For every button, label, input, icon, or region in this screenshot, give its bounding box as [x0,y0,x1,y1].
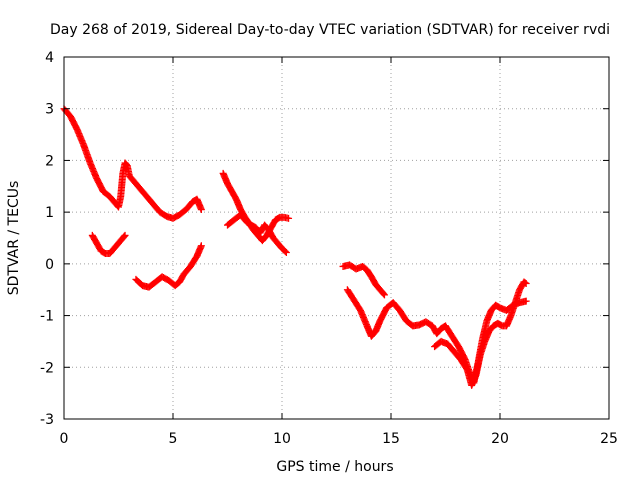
y-tick-label: 0 [45,257,54,273]
data-segment-5 [224,211,290,256]
y-tick-label: 3 [45,102,54,118]
data-segment-7 [343,286,530,387]
y-tick-label: -2 [40,360,54,376]
data-point [380,290,388,298]
x-tick-label: 10 [273,431,291,447]
data-point [285,214,293,222]
x-tick-label: 25 [600,431,618,447]
axis-ticks: 0 5 10 15 20 25 -3 -2 -1 0 1 2 3 4 [40,50,618,447]
y-tick-label: -1 [40,309,54,325]
y-tick-label: 4 [45,50,54,66]
data-point [281,247,289,255]
data-segment-3 [132,242,205,291]
y-tick-label: 1 [45,205,54,221]
data-point [197,242,205,250]
x-tick-label: 5 [169,431,178,447]
plot-frame [63,56,610,420]
data-point [121,231,129,239]
data-point [522,297,530,305]
x-tick-label: 15 [382,431,400,447]
data-segment-2 [88,231,129,258]
x-tick-label: 20 [491,431,509,447]
y-tick-label: -3 [40,412,54,428]
data-segment-6 [339,261,388,299]
data-series [60,105,530,389]
data-segment-1 [60,105,205,222]
data-point [282,248,290,256]
data-point [522,280,530,288]
x-axis-label: GPS time / hours [276,459,393,475]
data-segment-4 [219,169,293,245]
data-point [521,279,529,287]
data-point [197,206,205,214]
data-point [120,232,128,240]
data-point [380,291,388,299]
y-tick-label: 2 [45,153,54,169]
y-axis-label: SDTVAR / TECUs [6,181,22,296]
data-segment-8 [431,278,530,389]
x-tick-label: 0 [60,431,69,447]
chart-title: Day 268 of 2019, Sidereal Day-to-day VTE… [50,22,610,38]
grid-lines [64,57,609,419]
